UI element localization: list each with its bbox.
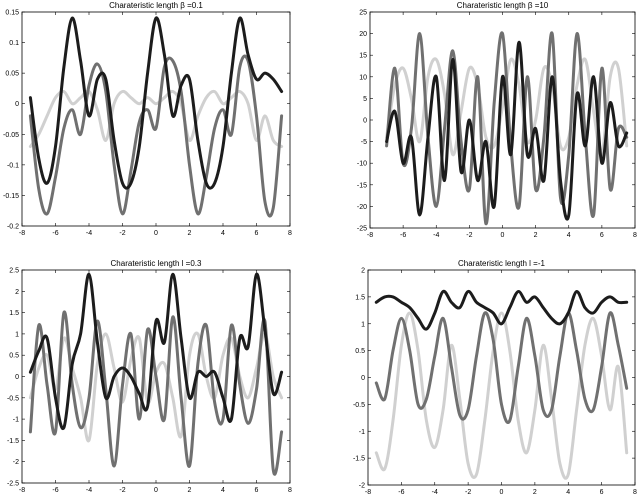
y-tick-label: -0.15 — [3, 193, 19, 200]
y-tick-label: -2 — [359, 483, 365, 490]
x-tick-label: -2 — [119, 230, 125, 237]
y-tick-label: 0.5 — [355, 348, 365, 355]
x-tick-label: 2 — [534, 232, 538, 239]
y-tick-label: 1 — [361, 321, 365, 328]
x-tick-label: -8 — [365, 489, 371, 494]
x-tick-label: 8 — [288, 487, 292, 494]
y-tick-label: -2.5 — [7, 481, 19, 488]
x-tick-label: -8 — [19, 230, 25, 237]
x-tick-label: -6 — [398, 489, 404, 494]
x-tick-label: 0 — [154, 487, 158, 494]
series-line-3 — [28, 272, 284, 431]
x-tick-label: -4 — [432, 489, 438, 494]
y-tick-label: 2.5 — [9, 268, 19, 275]
chart-title: Charateristic length β =0.1 — [109, 1, 203, 10]
series-line-3 — [385, 40, 629, 221]
series-line-3 — [28, 16, 284, 190]
y-tick-label: -5 — [361, 139, 367, 146]
x-tick-label: 6 — [600, 232, 604, 239]
x-tick-label: -2 — [466, 232, 472, 239]
y-tick-label: 0 — [363, 118, 367, 125]
chart-panel-3: Charateristic length l =0.3 -8 -6 -4 -2 0 2 4 6 8… — [7, 259, 292, 494]
y-tick-label: 10 — [359, 74, 367, 81]
y-tick-label: 25 — [359, 10, 367, 17]
y-tick-label: -0.2 — [7, 224, 19, 231]
y-tick-label: 2 — [361, 268, 365, 275]
x-tick-label: -2 — [465, 489, 471, 494]
chart-title: Charateristic length β =10 — [457, 1, 549, 10]
y-tick-label: -10 — [357, 161, 367, 168]
y-tick-label: -0.1 — [7, 162, 19, 169]
x-tick-label: 2 — [533, 489, 537, 494]
x-tick-label: 8 — [288, 230, 292, 237]
x-tick-label: 0 — [500, 489, 504, 494]
y-tick-label: 0 — [15, 101, 19, 108]
x-tick-label: 4 — [221, 230, 225, 237]
y-tick-label: 0 — [361, 375, 365, 382]
y-tick-label: 1.5 — [355, 294, 365, 301]
x-tick-label: 6 — [255, 487, 259, 494]
x-tick-label: -6 — [52, 230, 58, 237]
series-line-1 — [28, 89, 284, 148]
y-tick-label: 0.15 — [5, 10, 19, 17]
series-line-2 — [374, 311, 629, 425]
y-tick-label: -0.5 — [353, 402, 365, 409]
y-tick-label: -0.05 — [3, 132, 19, 139]
x-tick-label: -6 — [52, 487, 58, 494]
series-line-2 — [28, 54, 284, 218]
x-tick-label: -4 — [86, 487, 92, 494]
chart-panel-4: Charateristic length l =-1 -8 -6 -4 -2 0 2 4 6 8 -… — [353, 259, 637, 494]
x-tick-label: -6 — [400, 232, 406, 239]
plot-frame — [367, 269, 636, 486]
x-tick-label: 4 — [221, 487, 225, 494]
series-line-2 — [28, 310, 284, 476]
series-line-1 — [374, 311, 629, 480]
x-tick-label: 4 — [567, 232, 571, 239]
x-tick-label: -8 — [367, 232, 373, 239]
x-tick-label: 6 — [255, 230, 259, 237]
y-tick-label: 5 — [363, 96, 367, 103]
y-tick-label: 2 — [15, 289, 19, 296]
y-tick-label: 0.5 — [9, 353, 19, 360]
x-tick-label: -2 — [119, 487, 125, 494]
chart-panel-1: Charateristic length β =0.1 -8 -6 -4 -2 0 2 4 6 8… — [3, 1, 292, 237]
chart-title: Charateristic length l =0.3 — [111, 259, 202, 268]
x-tick-label: 0 — [501, 232, 505, 239]
y-tick-label: 1 — [15, 331, 19, 338]
y-tick-label: -2 — [13, 459, 19, 466]
chart-title: Charateristic length l =-1 — [458, 259, 545, 268]
x-tick-label: -8 — [19, 487, 25, 494]
y-tick-label: 1.5 — [9, 310, 19, 317]
series-line-3 — [374, 289, 629, 331]
y-tick-label: -1 — [359, 429, 365, 436]
y-tick-label: -1.5 — [7, 438, 19, 445]
chart-panel-2: Charateristic length β =10-8 -6 -4 -2 0 2 4 6 8-… — [357, 1, 637, 239]
y-tick-label: 20 — [359, 31, 367, 38]
y-tick-label: -25 — [357, 226, 367, 233]
x-tick-label: -4 — [433, 232, 439, 239]
y-tick-label: 0.1 — [9, 40, 19, 47]
x-tick-label: 2 — [188, 230, 192, 237]
y-tick-label: 0 — [15, 374, 19, 381]
x-tick-label: 4 — [566, 489, 570, 494]
plot-frame — [21, 11, 291, 227]
x-tick-label: 0 — [154, 230, 158, 237]
y-tick-label: -0.5 — [7, 395, 19, 402]
x-tick-label: 8 — [633, 489, 637, 494]
y-tick-label: -1.5 — [353, 456, 365, 463]
x-tick-label: 2 — [188, 487, 192, 494]
x-tick-label: 6 — [600, 489, 604, 494]
y-tick-label: 0.05 — [5, 71, 19, 78]
x-tick-label: 8 — [633, 232, 637, 239]
y-tick-label: -1 — [13, 417, 19, 424]
y-tick-label: -20 — [357, 204, 367, 211]
x-tick-label: -4 — [86, 230, 92, 237]
y-tick-label: 15 — [359, 53, 367, 60]
y-tick-label: -15 — [357, 182, 367, 189]
